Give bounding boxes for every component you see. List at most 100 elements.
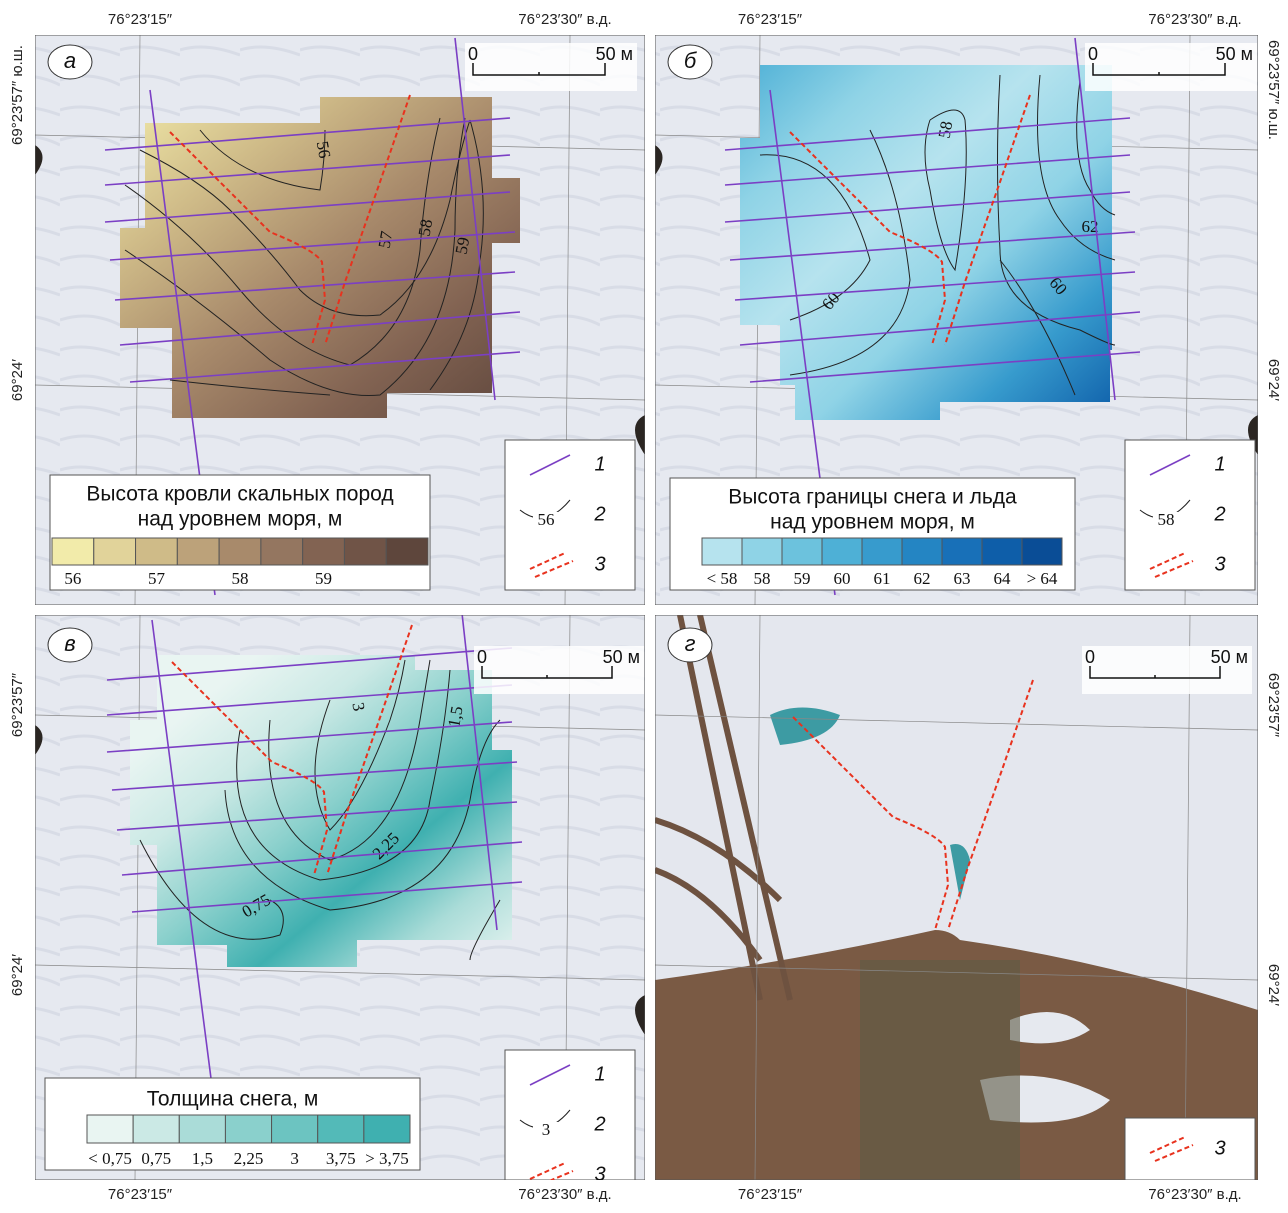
scale-label: 0 — [1085, 647, 1095, 667]
legend-swatch — [86, 1114, 134, 1144]
water — [860, 960, 1020, 1180]
legend-title: Высота кровли скальных пород — [86, 483, 393, 506]
contour-label: 3 — [348, 701, 368, 713]
legend-title: Высота границы снега и льда — [728, 486, 1017, 509]
longitude-label: 76°23′30″ в.д. — [518, 1186, 611, 1203]
key-sample-bg — [533, 512, 559, 530]
scale-label: 50 м — [603, 647, 640, 667]
legend-swatch — [271, 1114, 319, 1144]
panel-letter: г — [685, 631, 696, 656]
key-box — [504, 1049, 636, 1180]
panel-letter-badge — [667, 627, 713, 663]
latitude-label: 69°24′ — [9, 359, 26, 401]
scale-label: 50 м — [1216, 44, 1253, 64]
graticule — [655, 615, 1258, 1180]
key-box — [504, 439, 636, 591]
key-sample: 58 — [1158, 510, 1175, 529]
legend-swatch — [343, 537, 387, 566]
legend-swatch — [781, 537, 823, 566]
legend-label: 62 — [914, 569, 931, 588]
legend-label: 3 — [290, 1149, 299, 1168]
contour-line — [139, 839, 284, 940]
key-number: 1 — [594, 453, 605, 475]
latitude-label: 69°24′ — [1265, 964, 1282, 1006]
legend-label: 61 — [874, 569, 891, 588]
legend-swatch — [224, 1114, 273, 1144]
key-sample: 56 — [538, 510, 555, 529]
longitude-label: 76°23′30″ в.д. — [518, 11, 611, 28]
key-number: 3 — [1214, 553, 1225, 575]
tracks — [655, 615, 793, 1001]
panel-letter-badge — [47, 44, 93, 80]
contour-line — [236, 669, 451, 881]
legend-swatch — [51, 537, 95, 566]
longitude-label: 76°23′15″ — [108, 1186, 173, 1203]
legend-label: 60 — [834, 569, 851, 588]
scale-bar — [1092, 63, 1226, 76]
legend-swatch — [981, 537, 1023, 566]
contour-line — [199, 129, 326, 191]
key-profile — [529, 454, 571, 476]
contour-label: 59 — [452, 236, 474, 256]
key-fault — [529, 1162, 574, 1180]
legend-swatch — [1021, 537, 1063, 566]
key-number: 2 — [593, 503, 605, 525]
key-fault — [1149, 552, 1194, 578]
key-number: 2 — [593, 1113, 605, 1135]
legend-swatch — [132, 1114, 180, 1144]
longitude-label: 76°23′15″ — [738, 1186, 803, 1203]
contour-label: 57 — [375, 229, 397, 250]
scale-label: 0 — [468, 44, 478, 64]
legend-swatch — [861, 537, 903, 566]
panel-letter: а — [64, 48, 76, 73]
legend-title: над уровнем моря, м — [770, 511, 975, 534]
scale-label: 0 — [1088, 44, 1098, 64]
legend-label: 59 — [794, 569, 811, 588]
latitude-label: 69°23′57″ ю.ш. — [1265, 40, 1282, 140]
longitude-label: 76°23′30″ в.д. — [1148, 1186, 1241, 1203]
latitude-label: 69°24′ — [9, 954, 26, 996]
contour-label: 58 — [935, 120, 957, 140]
scale-bg — [1082, 646, 1252, 694]
scale-label: 50 м — [1211, 647, 1248, 667]
scale-label: 0 — [477, 647, 487, 667]
coordinates: 76°23′15″ 76°23′30″ в.д. 76°23′15″ 76°23′30… — [9, 11, 1282, 1203]
contour-label: 1,5 — [444, 705, 466, 729]
panel-letter-badge — [667, 44, 713, 80]
panel-letter-badge — [47, 627, 93, 663]
key-fault — [529, 552, 574, 578]
legend-box — [669, 477, 1076, 591]
legend-swatch — [178, 1114, 226, 1144]
scale-bar — [472, 63, 606, 76]
key-box — [1124, 1117, 1256, 1180]
legend-swatch — [363, 1114, 411, 1144]
scale-bar — [481, 666, 613, 679]
contour-line — [759, 154, 871, 321]
key-profile — [1149, 454, 1191, 476]
key-number: 3 — [594, 553, 605, 575]
longitude-label: 76°23′30″ в.д. — [1148, 11, 1241, 28]
contour-label: 62 — [1082, 217, 1099, 236]
legend-label: < 58 — [707, 569, 738, 588]
legend-label: 0,75 — [141, 1149, 171, 1168]
legend-label: 3,75 — [326, 1149, 356, 1168]
latitude-label: 69°23′57″ — [1265, 673, 1282, 738]
legend-swatch — [385, 537, 429, 566]
pool — [770, 707, 970, 900]
key-number: 3 — [1214, 1137, 1225, 1159]
panel-letter: в — [64, 631, 75, 656]
legend-title: Толщина снега, м — [147, 1088, 319, 1111]
key-sample-bg — [533, 1122, 559, 1140]
contour-line — [314, 659, 406, 831]
legend-swatch — [901, 537, 943, 566]
key-number: 1 — [1214, 453, 1225, 475]
scale-bg — [1085, 43, 1257, 91]
key-fault — [1149, 1136, 1194, 1162]
panels: 56 57 58 59 а 0 50 м Высота кровли скальных пор… — [35, 35, 1258, 1185]
latitude-label: 69°24′ — [1265, 359, 1282, 401]
key-number: 3 — [594, 1163, 605, 1185]
key-number: 1 — [594, 1063, 605, 1085]
contour-line — [924, 109, 967, 272]
